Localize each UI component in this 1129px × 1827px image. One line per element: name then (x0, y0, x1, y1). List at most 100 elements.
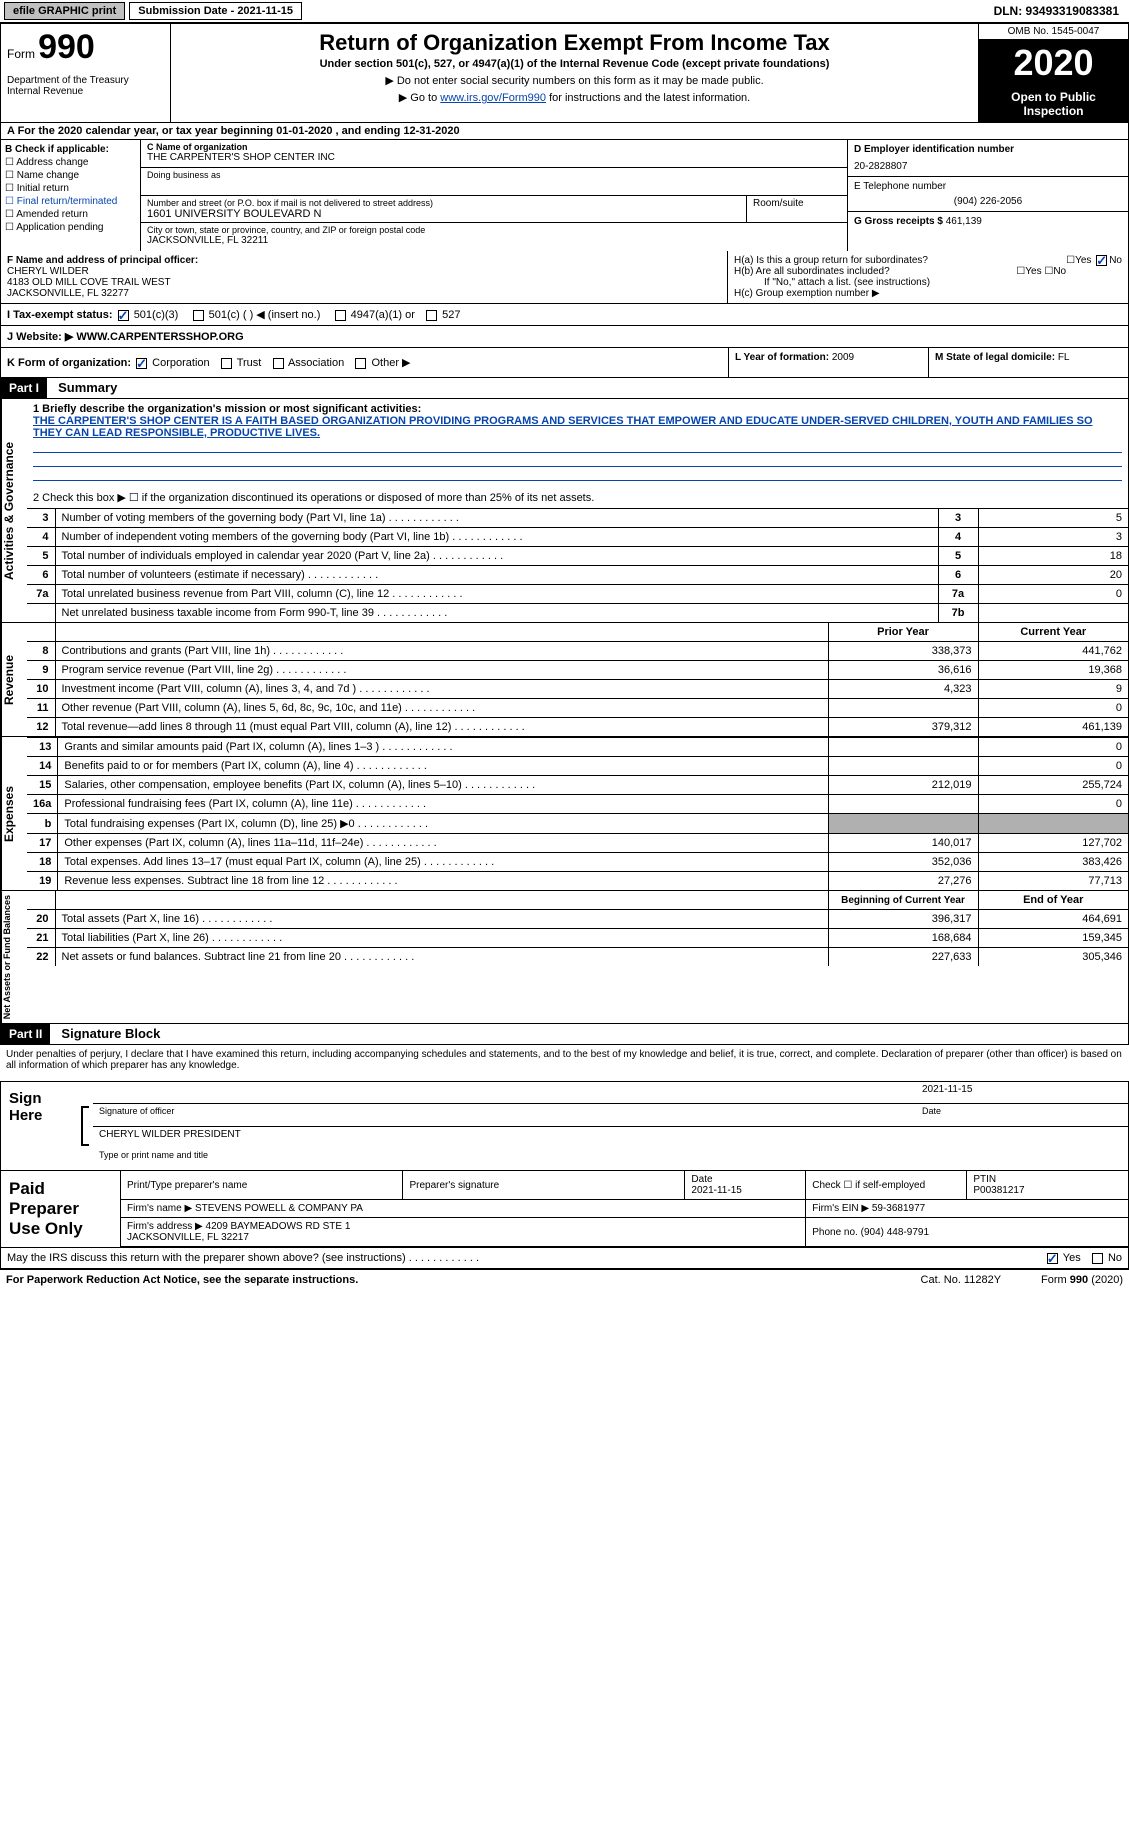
officer-sig-labels: Signature of officer Date (93, 1104, 1128, 1126)
city-label: City or town, state or province, country… (147, 225, 841, 235)
submission-date: Submission Date - 2021-11-15 (129, 2, 302, 20)
preparer-table: Print/Type preparer's name Preparer's si… (121, 1171, 1128, 1247)
street-address: 1601 UNIVERSITY BOULEVARD N (147, 208, 740, 220)
check-final[interactable]: ☐ Final return/terminated (5, 196, 136, 207)
prep-date-label: Date (691, 1174, 712, 1185)
period-row: A For the 2020 calendar year, or tax yea… (0, 123, 1129, 140)
open-inspection: Open to Public Inspection (979, 86, 1128, 122)
header-left: Form 990 Department of the Treasury Inte… (1, 24, 171, 122)
sign-here-row: Sign Here 2021-11-15 Signature of office… (1, 1082, 1128, 1170)
table-row: 4Number of independent voting members of… (27, 528, 1128, 547)
g-label: G Gross receipts $ (854, 216, 943, 227)
firm-name: STEVENS POWELL & COMPANY PA (195, 1203, 363, 1214)
footer-mid: Cat. No. 11282Y (921, 1274, 1002, 1286)
irs-link[interactable]: www.irs.gov/Form990 (440, 92, 546, 104)
check-other[interactable] (355, 358, 366, 369)
note-ssn: ▶ Do not enter social security numbers o… (177, 74, 972, 87)
l-label: L Year of formation: (735, 352, 829, 363)
note2-post: for instructions and the latest informat… (546, 92, 750, 104)
ha-row: H(a) Is this a group return for subordin… (734, 255, 1122, 266)
form-subtitle: Under section 501(c), 527, or 4947(a)(1)… (177, 58, 972, 70)
netassets-header-row: Beginning of Current Year End of Year (27, 891, 1128, 910)
table-row: Net unrelated business taxable income fr… (27, 604, 1128, 623)
line2: 2 Check this box ▶ ☐ if the organization… (27, 487, 1128, 508)
opt-other: Other ▶ (371, 357, 410, 369)
table-row: 18Total expenses. Add lines 13–17 (must … (27, 853, 1128, 872)
firm-ein-label: Firm's EIN ▶ (812, 1203, 869, 1214)
department: Department of the Treasury Internal Reve… (7, 75, 164, 97)
firm-phone: (904) 448-9791 (861, 1227, 929, 1238)
top-bar: efile GRAPHIC print Submission Date - 20… (0, 0, 1129, 23)
check-501c3[interactable] (118, 310, 129, 321)
sidebar-revenue: Revenue (1, 623, 27, 736)
ptin-label: PTIN (973, 1174, 996, 1185)
tax-year: 2020 (979, 40, 1128, 86)
c-label: C Name of organization (147, 142, 841, 152)
year-formation: 2009 (832, 352, 854, 363)
address-row: Number and street (or P.O. box if mail i… (141, 196, 847, 223)
check-if-applicable: B Check if applicable: ☐ Address change … (1, 140, 141, 251)
form-header: Form 990 Department of the Treasury Inte… (0, 23, 1129, 123)
check-amended[interactable]: ☐ Amended return (5, 209, 136, 220)
state-domicile: FL (1058, 352, 1070, 363)
sig-officer-label: Signature of officer (99, 1106, 922, 1124)
check-assoc[interactable] (273, 358, 284, 369)
governance-section: Activities & Governance 1 Briefly descri… (0, 398, 1129, 623)
officer-addr2: JACKSONVILLE, FL 32277 (7, 288, 721, 299)
discuss-row: May the IRS discuss this return with the… (1, 1247, 1128, 1268)
dba-row: Doing business as (141, 168, 847, 196)
mission-text: THE CARPENTER'S SHOP CENTER IS A FAITH B… (33, 415, 1122, 439)
f-label: F Name and address of principal officer: (7, 255, 721, 266)
d-label: D Employer identification number (854, 144, 1122, 155)
ein-row: D Employer identification number 20-2828… (848, 140, 1128, 177)
type-label-line: Type or print name and title (93, 1148, 1128, 1170)
check-pending[interactable]: ☐ Application pending (5, 222, 136, 233)
firm-ein: 59-3681977 (872, 1203, 925, 1214)
header-right: OMB No. 1545-0047 2020 Open to Public In… (978, 24, 1128, 122)
part2-title: Signature Block (53, 1023, 168, 1044)
prep-sig-label: Preparer's signature (403, 1171, 685, 1200)
blank-line (33, 469, 1122, 481)
end-year-header: End of Year (978, 891, 1128, 910)
check-501c[interactable] (193, 310, 204, 321)
table-row: 8Contributions and grants (Part VIII, li… (27, 642, 1128, 661)
website-row: J Website: ▶ WWW.CARPENTERSSHOP.ORG (0, 326, 1129, 348)
expenses-section: Expenses 13Grants and similar amounts pa… (0, 737, 1129, 891)
city-row: City or town, state or province, country… (141, 223, 847, 251)
efile-button[interactable]: efile GRAPHIC print (4, 2, 125, 20)
b-label: B Check if applicable: (5, 144, 136, 155)
expenses-table: 13Grants and similar amounts paid (Part … (27, 737, 1128, 890)
table-row: 22Net assets or fund balances. Subtract … (27, 948, 1128, 967)
header-center: Return of Organization Exempt From Incom… (171, 24, 978, 122)
ha-no-check[interactable] (1096, 255, 1107, 266)
sidebar-expenses: Expenses (1, 737, 27, 890)
table-row: 10Investment income (Part VIII, column (… (27, 680, 1128, 699)
check-corp[interactable] (136, 358, 147, 369)
footer-right: Form 990 (2020) (1041, 1274, 1123, 1286)
org-name-row: C Name of organization THE CARPENTER'S S… (141, 140, 847, 168)
discuss-no-check[interactable] (1092, 1253, 1103, 1264)
check-initial[interactable]: ☐ Initial return (5, 183, 136, 194)
opt-527: 527 (442, 309, 460, 321)
mission-block: 1 Briefly describe the organization's mi… (27, 399, 1128, 487)
table-row: 17Other expenses (Part IX, column (A), l… (27, 834, 1128, 853)
phone: (904) 226-2056 (854, 196, 1122, 207)
check-trust[interactable] (221, 358, 232, 369)
current-year-header: Current Year (978, 623, 1128, 642)
discuss-text: May the IRS discuss this return with the… (7, 1252, 406, 1264)
check-address[interactable]: ☐ Address change (5, 157, 136, 168)
prior-year-header: Prior Year (828, 623, 978, 642)
table-row: 3Number of voting members of the governi… (27, 509, 1128, 528)
check-self[interactable]: Check ☐ if self-employed (806, 1171, 967, 1200)
check-name[interactable]: ☐ Name change (5, 170, 136, 181)
opt-assoc: Association (288, 357, 344, 369)
formorg-row: K Form of organization: Corporation Trus… (0, 348, 1129, 378)
sign-here-label: Sign Here (1, 1082, 81, 1170)
section-b: B Check if applicable: ☐ Address change … (0, 140, 1129, 251)
discuss-yes-check[interactable] (1047, 1253, 1058, 1264)
check-527[interactable] (426, 310, 437, 321)
check-4947[interactable] (335, 310, 346, 321)
footer-left: For Paperwork Reduction Act Notice, see … (6, 1274, 358, 1286)
officer-info: F Name and address of principal officer:… (1, 251, 728, 303)
website-value[interactable]: WWW.CARPENTERSSHOP.ORG (76, 331, 243, 343)
